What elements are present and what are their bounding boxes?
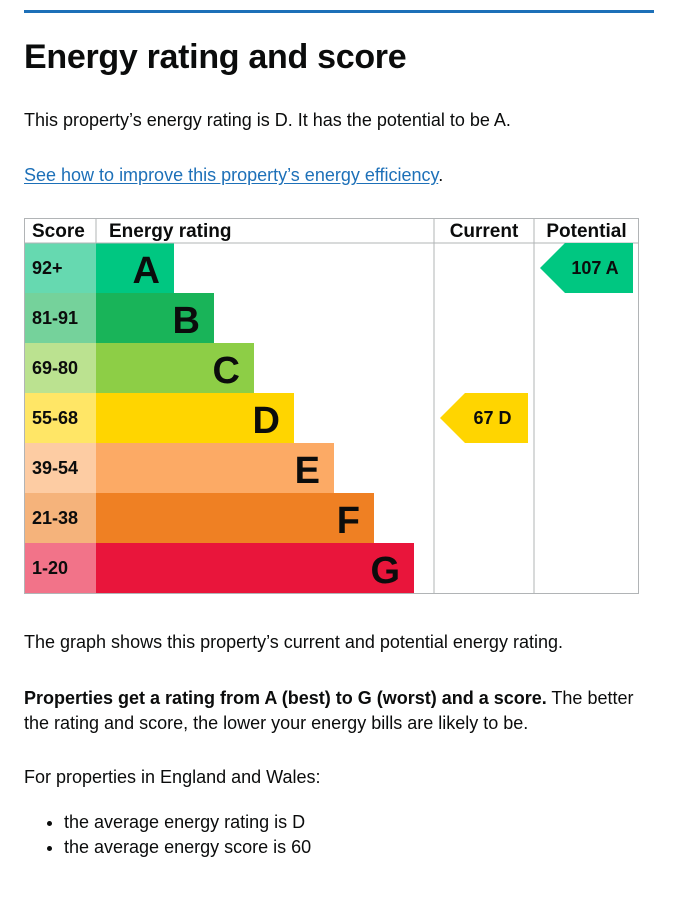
- score-cell-a: [24, 243, 96, 293]
- rating-bar-c: [96, 343, 254, 393]
- rating-bar-e: [96, 443, 334, 493]
- rating-letter-d: D: [253, 400, 280, 442]
- rating-bar-a: [96, 243, 174, 293]
- rating-letter-f: F: [337, 500, 360, 542]
- rating-bar-b: [96, 293, 214, 343]
- score-range-b: 81-91: [32, 308, 78, 328]
- rating-bar-g: [96, 543, 414, 593]
- improve-paragraph: See how to improve this property’s energ…: [24, 165, 443, 186]
- score-cell-e: [24, 443, 96, 493]
- header-potential: Potential: [546, 221, 626, 242]
- rating-letter-b: B: [173, 300, 200, 342]
- header-energy-rating: Energy rating: [109, 221, 231, 242]
- intro-text: This property’s energy rating is D. It h…: [24, 110, 511, 130]
- header-score: Score: [32, 221, 85, 242]
- rating-letter-c: C: [213, 350, 240, 392]
- chart-border: [24, 218, 639, 594]
- current-rating-label: 67 D: [473, 408, 511, 428]
- averages-list: the average energy rating is D the avera…: [24, 810, 311, 860]
- page-title: Energy rating and score: [24, 38, 407, 76]
- average-rating-item: the average energy rating is D: [64, 810, 311, 835]
- improve-suffix: .: [438, 165, 444, 185]
- score-range-f: 21-38: [32, 508, 78, 528]
- potential-rating-arrow: [540, 243, 633, 293]
- rating-explanation-bold: Properties get a rating from A (best) to…: [24, 688, 547, 708]
- rating-letter-g: G: [370, 550, 400, 592]
- current-rating-arrow: [440, 393, 528, 443]
- score-cell-g: [24, 543, 96, 593]
- average-score-item: the average energy score is 60: [64, 835, 311, 860]
- rating-bar-d: [96, 393, 294, 443]
- score-cell-c: [24, 343, 96, 393]
- score-range-g: 1-20: [32, 558, 68, 578]
- energy-rating-chart: Score Energy rating Current Potential 92+ A 81…: [24, 218, 639, 594]
- rating-letter-a: A: [133, 250, 160, 292]
- score-range-c: 69-80: [32, 358, 78, 378]
- improve-efficiency-link[interactable]: See how to improve this property’s energ…: [24, 165, 439, 185]
- score-cell-f: [24, 493, 96, 543]
- rating-explanation-rest: The better the rating and score, the low…: [24, 688, 634, 733]
- score-cell-b: [24, 293, 96, 343]
- averages-heading: For properties in England and Wales:: [24, 767, 321, 787]
- potential-rating-label: 107 A: [571, 258, 618, 278]
- header-current: Current: [450, 221, 519, 242]
- score-range-d: 55-68: [32, 408, 78, 428]
- rating-bar-f: [96, 493, 374, 543]
- score-range-a: 92+: [32, 258, 63, 278]
- score-cell-d: [24, 393, 96, 443]
- rating-letter-e: E: [295, 450, 320, 492]
- score-range-e: 39-54: [32, 458, 78, 478]
- top-rule: [24, 10, 654, 13]
- graph-description: The graph shows this property’s current …: [24, 632, 563, 652]
- energy-rating-graph: Score Energy rating Current Potential 92+ A 81…: [24, 218, 639, 594]
- rating-explanation: Properties get a rating from A (best) to…: [24, 686, 644, 736]
